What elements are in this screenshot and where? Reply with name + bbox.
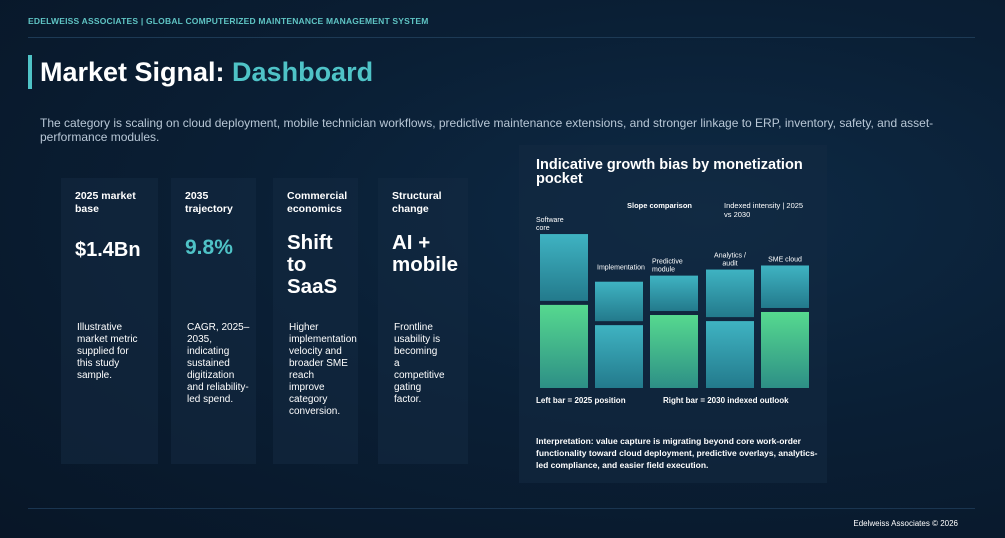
title-accent-bar [28, 55, 32, 89]
kpi-card-value: Shift to SaaS [287, 231, 338, 298]
bar-2025-implementation [595, 281, 643, 322]
kpi-card-label: Structural change [392, 190, 442, 215]
kpi-card-description: CAGR, 2025–2035, indicating sustained di… [187, 322, 250, 405]
intro-text: The category is scaling on cloud deploym… [40, 116, 934, 144]
kpi-card-label: 2025 market base [75, 190, 136, 215]
category-label-analytics-audit: Analytics / audit [714, 253, 746, 268]
bar-2030-software-core [540, 304, 588, 388]
bar-2030-predictive-module [650, 315, 698, 388]
page-title: Market Signal: Dashboard [40, 57, 373, 88]
bar-2025-predictive-module [650, 275, 698, 312]
page-title-accent: Dashboard [232, 57, 374, 87]
category-label-software-core: Software core [536, 217, 564, 232]
chart-subtitle-right-line2: vs 2030 [724, 210, 750, 219]
kpi-card-economics: Commercial economics Shift to SaaS Highe… [273, 178, 358, 464]
bar-2025-sme-cloud [761, 265, 809, 308]
footer-divider [28, 508, 975, 509]
kpi-card-value: $1.4Bn [75, 239, 141, 261]
bar-2025-analytics-audit [706, 269, 754, 318]
kpi-card-description: Frontline usability is becoming a compet… [394, 322, 445, 405]
category-label-implementation: Implementation [597, 265, 645, 272]
kpi-card-description: Illustrative market metric supplied for … [77, 322, 138, 381]
bar-2030-implementation [595, 325, 643, 388]
kpi-card-value: AI + mobile [392, 231, 459, 276]
footer-copyright: Edelweiss Associates © 2026 [853, 519, 958, 528]
chart-interpretation: Interpretation: value capture is migrati… [536, 436, 818, 470]
kpi-card-market-base: 2025 market base $1.4Bn Illustrative mar… [61, 178, 158, 464]
bar-2030-analytics-audit [706, 321, 754, 388]
legend-left: Left bar = 2025 position [536, 396, 626, 405]
kpi-card-structural: Structural change AI + mobile Frontline … [378, 178, 468, 464]
kpi-card-description: Higher implementation velocity and broad… [289, 322, 357, 417]
topbar-company-label: EDELWEISS ASSOCIATES | GLOBAL COMPUTERIZ… [28, 16, 429, 26]
kpi-card-label: Commercial economics [287, 190, 348, 215]
chart-subtitle-right: Indexed intensity | 2025 vs 2030 [724, 201, 805, 219]
chart-title: Indicative growth bias by monetization p… [536, 157, 803, 187]
category-label-sme-cloud: SME cloud [768, 256, 802, 263]
chart-subtitle-right-line1: Indexed intensity | 2025 [724, 201, 803, 210]
chart-panel: Indicative growth bias by monetization p… [519, 145, 827, 483]
kpi-card-trajectory: 2035 trajectory 9.8% CAGR, 2025–2035, in… [171, 178, 256, 464]
chart-subtitle-left: Slope comparison [627, 201, 692, 210]
bar-2030-sme-cloud [761, 311, 809, 388]
kpi-card-value: 9.8% [185, 236, 233, 259]
kpi-card-label: 2035 trajectory [185, 190, 233, 215]
page-title-main: Market Signal: [40, 57, 233, 87]
category-label-predictive-module: Predictive module [652, 259, 683, 274]
bar-2025-software-core [540, 234, 588, 301]
growth-bias-chart: Slope comparison Indexed intensity | 202… [536, 201, 809, 405]
legend-right: Right bar = 2030 indexed outlook [663, 396, 789, 405]
top-divider [28, 37, 975, 38]
